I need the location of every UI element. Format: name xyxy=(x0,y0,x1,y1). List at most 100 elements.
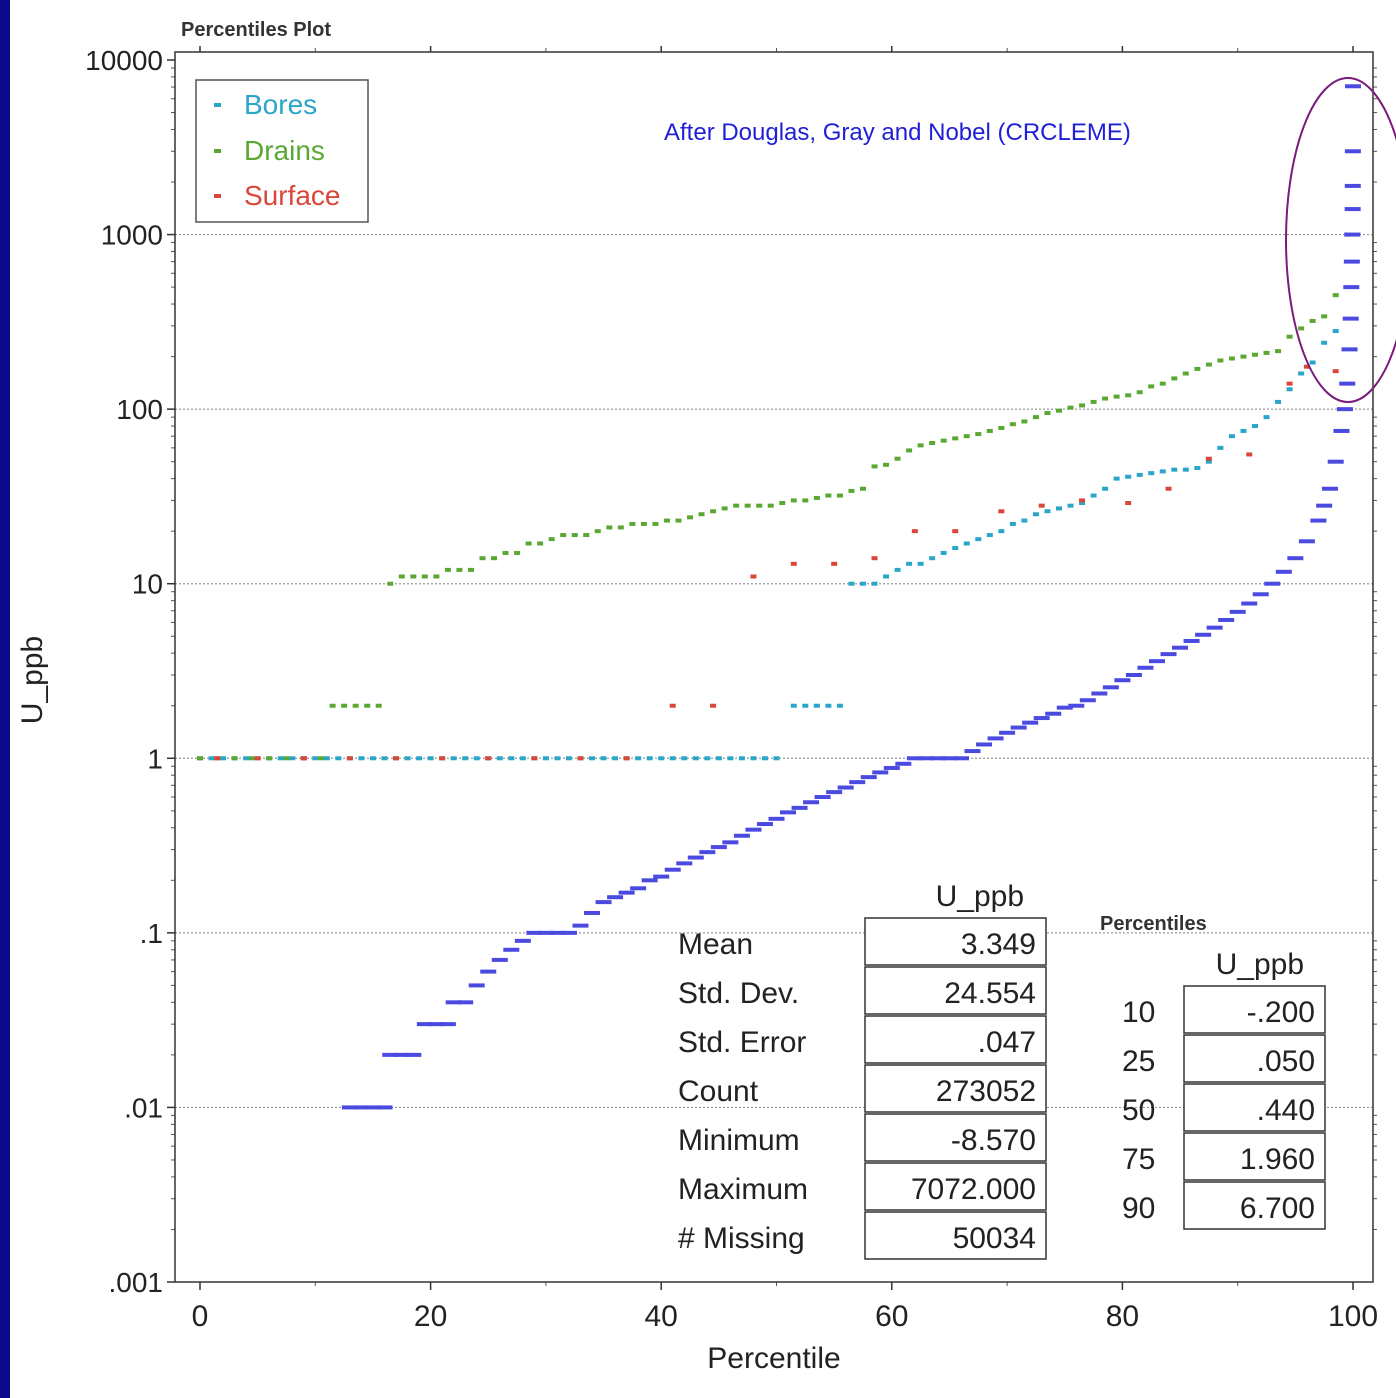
data-point xyxy=(607,895,624,900)
data-point xyxy=(1332,369,1339,374)
data-point xyxy=(1055,506,1062,511)
data-point xyxy=(1136,472,1143,477)
data-point xyxy=(1032,512,1039,517)
data-point xyxy=(710,703,717,708)
data-point xyxy=(549,930,566,935)
data-point xyxy=(790,498,797,503)
data-point xyxy=(1044,509,1051,514)
data-point xyxy=(1021,518,1028,523)
data-point xyxy=(485,756,492,761)
data-point xyxy=(963,541,970,546)
data-point xyxy=(1183,638,1200,643)
legend-marker-bores xyxy=(214,103,221,107)
data-point xyxy=(1336,407,1353,412)
data-point xyxy=(906,561,913,566)
data-point xyxy=(214,756,221,761)
data-point xyxy=(1010,725,1027,730)
percentile-value-cell xyxy=(1183,985,1326,1034)
data-point xyxy=(318,756,325,761)
data-point xyxy=(1079,498,1086,503)
data-point xyxy=(1113,394,1120,399)
data-point xyxy=(364,1105,381,1110)
y-tick-label: 10000 xyxy=(85,45,163,76)
data-point xyxy=(1339,381,1356,386)
data-point xyxy=(1182,467,1189,472)
data-point xyxy=(537,930,554,935)
y-tick-label: .1 xyxy=(140,918,163,949)
data-point xyxy=(1286,334,1293,339)
data-point xyxy=(1091,691,1108,696)
series-bores xyxy=(197,232,1351,761)
data-point xyxy=(473,756,480,761)
data-point xyxy=(761,756,768,761)
data-point xyxy=(1159,469,1166,474)
percentile-value-cell xyxy=(1183,1132,1326,1181)
stats-row-label: Std. Dev. xyxy=(678,977,799,1010)
data-point xyxy=(998,425,1005,430)
data-point xyxy=(1343,285,1360,290)
data-point xyxy=(986,533,993,538)
x-axis-ticks: 0 20 40 60 80 100 xyxy=(192,46,1378,1333)
stats-row-label: Mean xyxy=(678,928,753,961)
data-point xyxy=(859,486,866,491)
data-point xyxy=(756,503,763,508)
data-point xyxy=(825,493,832,498)
data-point xyxy=(849,780,866,785)
stats-row-value: -8.570 xyxy=(951,1124,1036,1157)
data-point xyxy=(871,556,878,561)
data-point xyxy=(583,533,590,538)
percentile-row-label: 25 xyxy=(1122,1045,1155,1078)
data-point xyxy=(813,495,820,500)
data-point xyxy=(859,581,866,586)
data-point xyxy=(710,845,727,850)
data-point xyxy=(289,756,296,761)
stats-row-label: # Missing xyxy=(678,1222,805,1255)
data-point xyxy=(467,567,474,572)
data-point xyxy=(1021,419,1028,424)
data-point xyxy=(358,756,365,761)
stats-row-value: 24.554 xyxy=(944,977,1036,1010)
percentiles-table-header: U_ppb xyxy=(1216,948,1304,981)
data-point xyxy=(906,448,913,453)
data-point xyxy=(687,515,694,520)
data-point xyxy=(952,546,959,551)
data-point xyxy=(1298,371,1305,376)
data-point xyxy=(1148,471,1155,476)
data-point xyxy=(410,574,417,579)
percentile-row-label: 50 xyxy=(1122,1094,1155,1127)
data-point xyxy=(439,1022,456,1027)
data-point xyxy=(773,756,780,761)
data-point xyxy=(635,756,642,761)
data-point xyxy=(641,878,658,883)
data-point xyxy=(964,749,981,754)
data-point xyxy=(860,775,877,780)
data-point xyxy=(1228,356,1235,361)
y-tick-label: 100 xyxy=(116,394,163,425)
percentile-value-cell xyxy=(1183,1034,1326,1083)
legend-box xyxy=(195,79,369,223)
data-point xyxy=(986,428,993,433)
data-point xyxy=(894,567,901,572)
data-point xyxy=(1022,720,1039,725)
data-point xyxy=(1032,415,1039,420)
data-point xyxy=(721,506,728,511)
data-point xyxy=(1090,493,1097,498)
data-point xyxy=(433,574,440,579)
data-point xyxy=(300,756,307,761)
data-point xyxy=(231,756,238,761)
data-point xyxy=(745,827,762,832)
stats-row-label: Minimum xyxy=(678,1124,800,1157)
data-point xyxy=(1090,399,1097,404)
attribution-annotation: After Douglas, Gray and Nobel (CRCLEME) xyxy=(664,119,1131,146)
data-point xyxy=(1228,434,1235,439)
series-drains xyxy=(197,293,1339,761)
data-point xyxy=(346,756,353,761)
stats-row-value: 273052 xyxy=(936,1075,1036,1108)
chart-canvas: .001 .01 .1 1 10 100 1000 10000 0 20 40 60 80 100 Pe… xyxy=(10,0,1396,1398)
data-point xyxy=(1194,366,1201,371)
data-point xyxy=(600,756,607,761)
data-point xyxy=(1206,625,1223,630)
data-point xyxy=(744,503,751,508)
data-point xyxy=(479,556,486,561)
data-point xyxy=(1159,381,1166,386)
